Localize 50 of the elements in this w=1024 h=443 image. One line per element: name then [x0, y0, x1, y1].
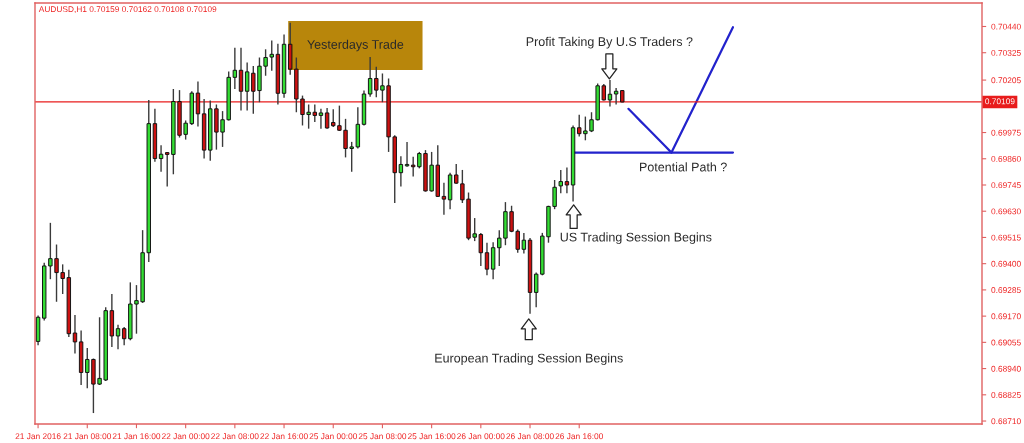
y-tick-label: 0.69170	[991, 313, 1021, 320]
candlestick	[115, 324, 121, 350]
candlestick	[318, 108, 324, 130]
y-tick-label: 0.69630	[991, 208, 1021, 215]
x-tick-label: 21 Jan 16:00	[112, 433, 161, 440]
x-tick-label: 21 Jan 08:00	[63, 433, 112, 440]
x-tick-label: 26 Jan 16:00	[555, 433, 603, 440]
x-tick-label: 25 Jan 16:00	[407, 433, 456, 440]
candlestick	[490, 241, 496, 280]
y-tick-label: 0.70325	[991, 49, 1021, 56]
candlestick	[158, 144, 164, 173]
candlestick	[72, 314, 78, 355]
annotation: European Trading Session Begins	[435, 353, 623, 365]
candlestick	[398, 155, 404, 188]
y-tick-label: 0.69975	[991, 129, 1021, 136]
y-tick-label: 0.69515	[991, 234, 1021, 241]
candlestick	[613, 87, 619, 106]
x-tick-label: 21 Jan 2016	[15, 433, 61, 440]
y-tick-label: 0.69055	[991, 339, 1021, 346]
candlestick	[324, 107, 330, 130]
y-tick-label: 0.68940	[991, 365, 1021, 372]
x-tick-label: 26 Jan 08:00	[506, 433, 554, 440]
annotation: Yesterdays Trade	[307, 39, 404, 52]
x-tick-label: 25 Jan 00:00	[309, 433, 358, 440]
y-tick-label: 0.69400	[991, 260, 1021, 267]
y-tick-label: 0.70205	[991, 77, 1021, 84]
candlestick	[521, 232, 527, 255]
y-tick-label: 0.68825	[991, 392, 1021, 398]
candlestick	[238, 47, 244, 112]
x-tick-label: 22 Jan 08:00	[211, 433, 259, 440]
candlestick	[484, 241, 490, 276]
y-tick-label: 0.69285	[991, 287, 1021, 293]
ref-line-label: 0.70109	[985, 98, 1015, 105]
annotation: US Trading Session Begins	[560, 232, 712, 244]
y-tick-label: 0.69745	[991, 182, 1021, 189]
x-tick-label: 22 Jan 00:00	[161, 433, 210, 440]
x-tick-label: 22 Jan 16:00	[260, 433, 308, 440]
chart-title: AUDUSD,H1 0.70159 0.70162 0.70108 0.70109	[38, 6, 217, 14]
candlestick	[607, 79, 613, 108]
y-tick-label: 0.68710	[991, 418, 1021, 425]
annotation: Profit Taking By U.S Traders ?	[526, 36, 693, 49]
x-tick-label: 26 Jan 00:00	[457, 433, 505, 440]
candlestick	[558, 169, 563, 194]
candlestick	[195, 80, 201, 128]
candlestick	[441, 182, 447, 216]
candlestick	[564, 166, 570, 194]
y-tick-label: 0.70440	[991, 23, 1021, 30]
annotation: Potential Path ?	[640, 162, 727, 172]
x-tick-label: 25 Jan 08:00	[358, 433, 407, 440]
y-tick-label: 0.69860	[991, 155, 1021, 162]
